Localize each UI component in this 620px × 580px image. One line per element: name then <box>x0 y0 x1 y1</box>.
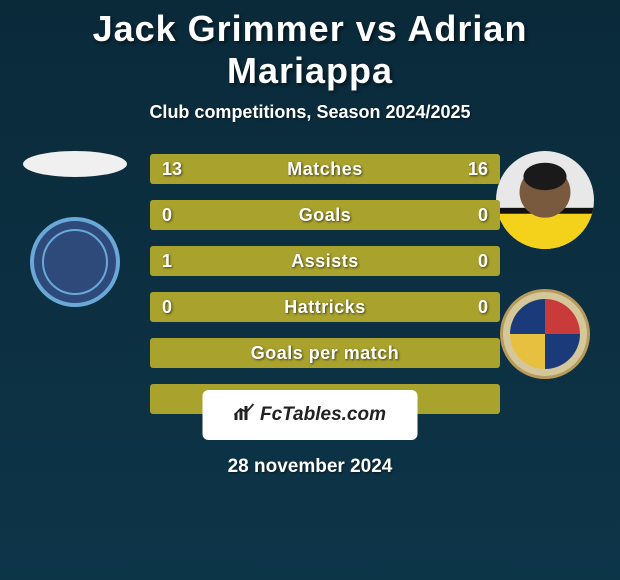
stat-label: Hattricks <box>150 292 500 322</box>
right-player-column <box>490 151 600 379</box>
left-player-column <box>20 151 130 307</box>
stat-label: Goals per match <box>150 338 500 368</box>
right-player-avatar <box>496 151 594 249</box>
stat-label: Assists <box>150 246 500 276</box>
stats-bars: 13 Matches 16 0 Goals 0 1 Assists 0 <box>150 154 500 430</box>
stat-row-goals: 0 Goals 0 <box>150 200 500 230</box>
stat-label: Matches <box>150 154 500 184</box>
stat-row-gpm: Goals per match <box>150 338 500 368</box>
stat-row-assists: 1 Assists 0 <box>150 246 500 276</box>
left-player-avatar-placeholder <box>23 151 127 177</box>
stat-row-hattricks: 0 Hattricks 0 <box>150 292 500 322</box>
brand-label: FcTables.com <box>260 404 386 426</box>
subtitle: Club competitions, Season 2024/2025 <box>10 102 610 123</box>
footer-date: 28 november 2024 <box>0 456 620 478</box>
chart-icon <box>234 403 256 427</box>
stat-value-right: 0 <box>478 200 488 230</box>
stat-value-right: 16 <box>468 154 488 184</box>
brand-box[interactable]: FcTables.com <box>203 390 418 440</box>
stat-row-matches: 13 Matches 16 <box>150 154 500 184</box>
stat-label: Goals <box>150 200 500 230</box>
page-title: Jack Grimmer vs Adrian Mariappa <box>10 8 610 92</box>
stat-value-right: 0 <box>478 292 488 322</box>
left-club-badge <box>30 217 120 307</box>
stat-value-right: 0 <box>478 246 488 276</box>
right-club-badge <box>500 289 590 379</box>
